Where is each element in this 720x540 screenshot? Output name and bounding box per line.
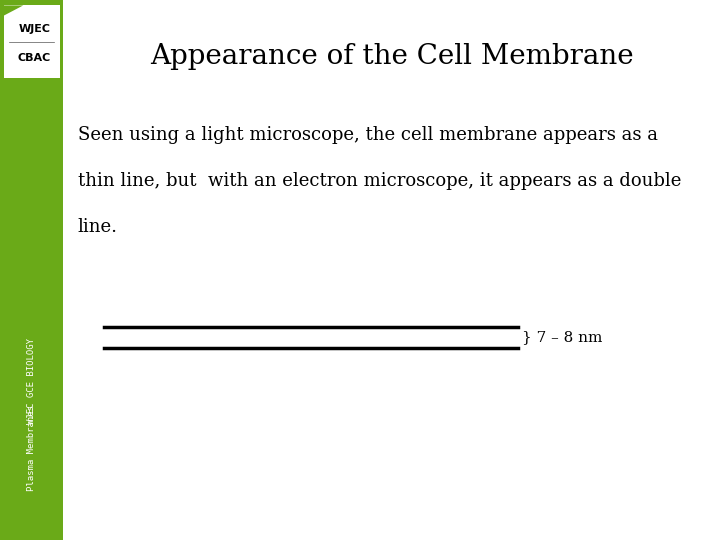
Text: thin line, but  with an electron microscope, it appears as a double: thin line, but with an electron microsco… [78, 172, 681, 190]
FancyBboxPatch shape [0, 0, 63, 540]
Text: WJEC GCE BIOLOGY: WJEC GCE BIOLOGY [27, 338, 36, 424]
Text: WJEC: WJEC [19, 24, 50, 33]
Text: Appearance of the Cell Membrane: Appearance of the Cell Membrane [150, 43, 634, 70]
Polygon shape [4, 5, 23, 16]
Text: CBAC: CBAC [18, 53, 51, 63]
Text: } 7 – 8 nm: } 7 – 8 nm [522, 330, 603, 345]
Text: line.: line. [78, 218, 118, 236]
Text: Seen using a light microscope, the cell membrane appears as a: Seen using a light microscope, the cell … [78, 126, 658, 144]
Text: Plasma Membranes: Plasma Membranes [27, 405, 36, 491]
FancyBboxPatch shape [4, 5, 60, 78]
